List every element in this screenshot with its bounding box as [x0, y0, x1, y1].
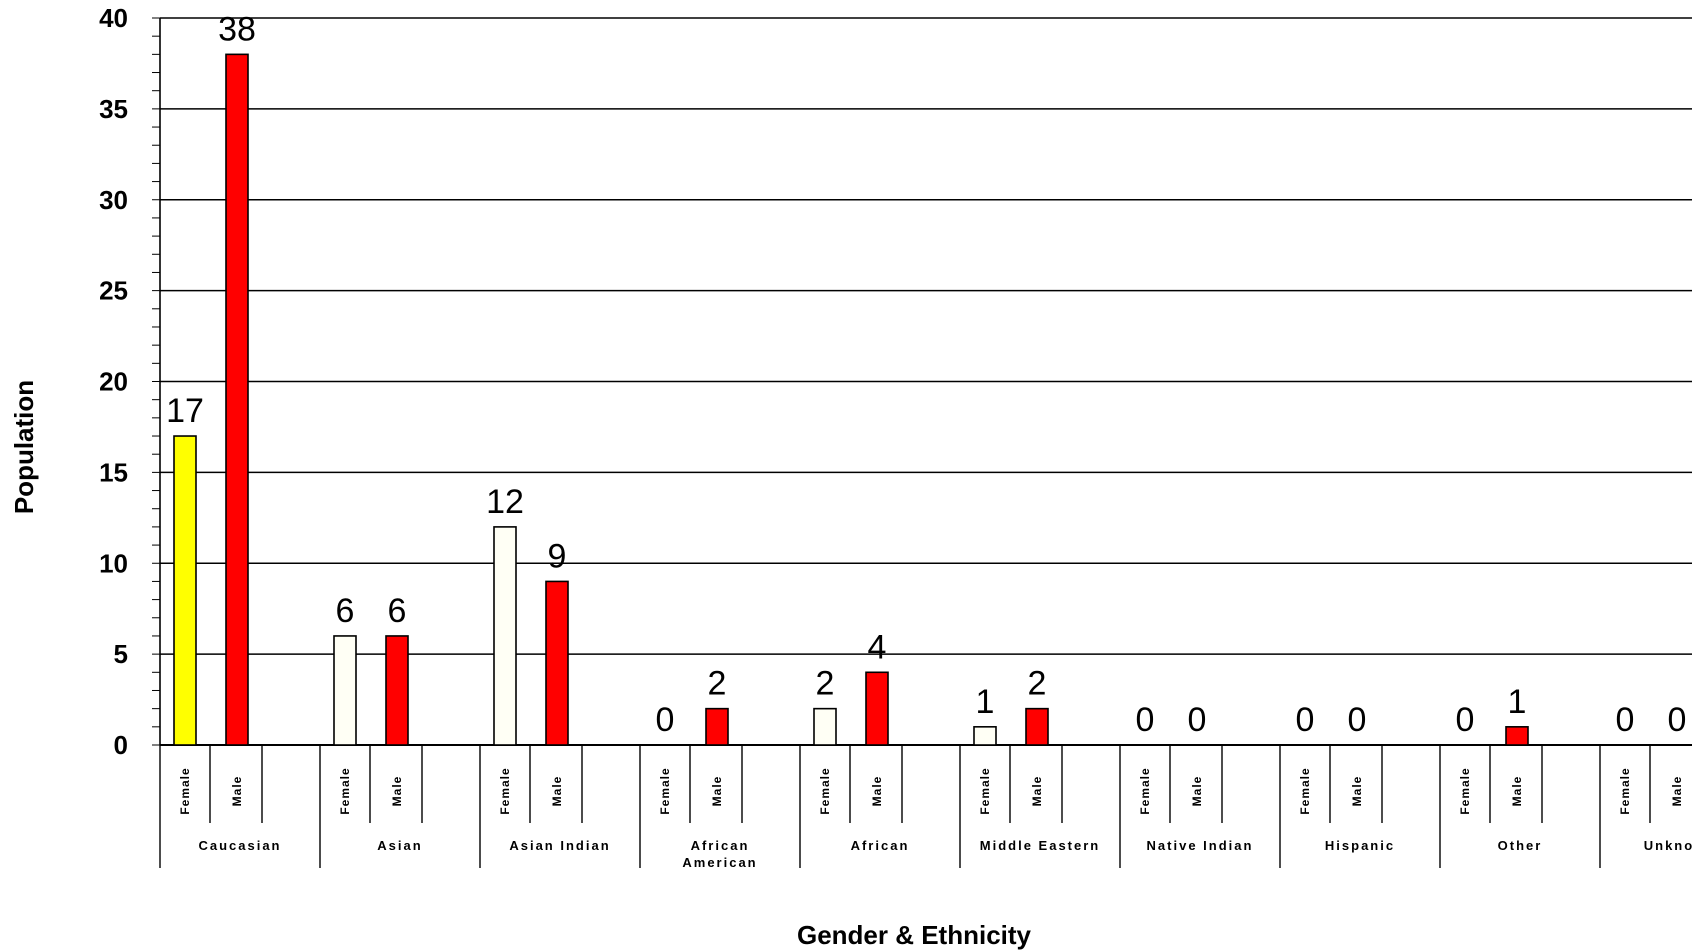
- data-label: 1: [1508, 683, 1527, 721]
- group-label: African American: [682, 838, 757, 870]
- bar-female: [493, 526, 517, 746]
- data-label: 0: [1456, 701, 1475, 739]
- data-label: 0: [1136, 701, 1155, 739]
- bar-female: [813, 707, 837, 746]
- data-label: 12: [486, 483, 524, 521]
- group-label: Asian: [377, 838, 422, 853]
- data-label: 0: [1616, 701, 1635, 739]
- data-label: 0: [656, 701, 675, 739]
- gender-label: Female: [658, 767, 672, 814]
- gender-label: Male: [1350, 776, 1364, 807]
- group-label: Middle Eastern: [980, 838, 1100, 853]
- data-label: 0: [1296, 701, 1315, 739]
- gender-label: Female: [1618, 767, 1632, 814]
- gender-label: Male: [550, 776, 564, 807]
- group-label: Caucasian: [198, 838, 281, 853]
- gender-label: Female: [1138, 767, 1152, 814]
- data-label: 2: [1028, 665, 1047, 703]
- y-axis-title: Population: [9, 380, 39, 514]
- y-tick-label: 10: [99, 548, 128, 578]
- bar-male: [545, 580, 569, 746]
- y-tick-label: 15: [99, 457, 128, 487]
- group-label: Other: [1498, 838, 1543, 853]
- group-label: Hispanic: [1325, 838, 1395, 853]
- y-tick-label: 30: [99, 185, 128, 215]
- bar-male: [385, 635, 409, 746]
- gender-label: Male: [1190, 776, 1204, 807]
- gender-label: Male: [1030, 776, 1044, 807]
- gender-label: Male: [710, 776, 724, 807]
- gender-label: Female: [1298, 767, 1312, 814]
- y-tick-label: 40: [99, 3, 128, 33]
- data-label: 6: [336, 592, 355, 630]
- group-label: African: [851, 838, 910, 853]
- data-label: 0: [1668, 701, 1687, 739]
- data-label: 2: [816, 665, 835, 703]
- group-label: Unknown: [1644, 838, 1692, 853]
- data-label: 0: [1348, 701, 1367, 739]
- data-label: 17: [166, 392, 204, 430]
- y-tick-label: 25: [99, 276, 128, 306]
- data-label: 2: [708, 665, 727, 703]
- data-label: 0: [1188, 701, 1207, 739]
- gender-label: Male: [390, 776, 404, 807]
- y-tick-label: 20: [99, 367, 128, 397]
- y-tick-label: 5: [114, 639, 128, 669]
- gender-label: Female: [978, 767, 992, 814]
- y-tick-label: 35: [99, 94, 128, 124]
- x-axis: Female Male Caucasian Female Male Asian Female…: [159, 745, 1692, 870]
- gridlines: [160, 17, 1692, 746]
- y-tick-label: 0: [114, 730, 128, 760]
- gender-label: Male: [230, 776, 244, 807]
- gender-label: Female: [338, 767, 352, 814]
- bar-female: [173, 435, 197, 746]
- gender-label: Male: [870, 776, 884, 807]
- gender-label: Female: [818, 767, 832, 814]
- bar-male: [1505, 726, 1529, 746]
- group-label: Native Indian: [1147, 838, 1254, 853]
- bar-female: [973, 726, 997, 746]
- gender-label: Female: [498, 767, 512, 814]
- data-label: 4: [868, 628, 887, 666]
- group-label: Asian Indian: [509, 838, 610, 853]
- gender-label: Female: [1458, 767, 1472, 814]
- x-axis-title: Gender & Ethnicity: [797, 920, 1032, 950]
- gender-label: Male: [1670, 776, 1684, 807]
- bar-male: [705, 707, 729, 746]
- bar-female: [333, 635, 357, 746]
- bar-male: [865, 671, 889, 746]
- data-label: 38: [218, 10, 256, 48]
- gender-label: Female: [178, 767, 192, 814]
- y-axis: 0 5 10 15 20 25 30 35 40: [99, 3, 161, 760]
- bar-male: [225, 53, 249, 746]
- gender-label: Male: [1510, 776, 1524, 807]
- data-label: 6: [388, 592, 407, 630]
- data-label: 9: [548, 537, 567, 575]
- data-label: 1: [976, 683, 995, 721]
- bar-male: [1025, 707, 1049, 746]
